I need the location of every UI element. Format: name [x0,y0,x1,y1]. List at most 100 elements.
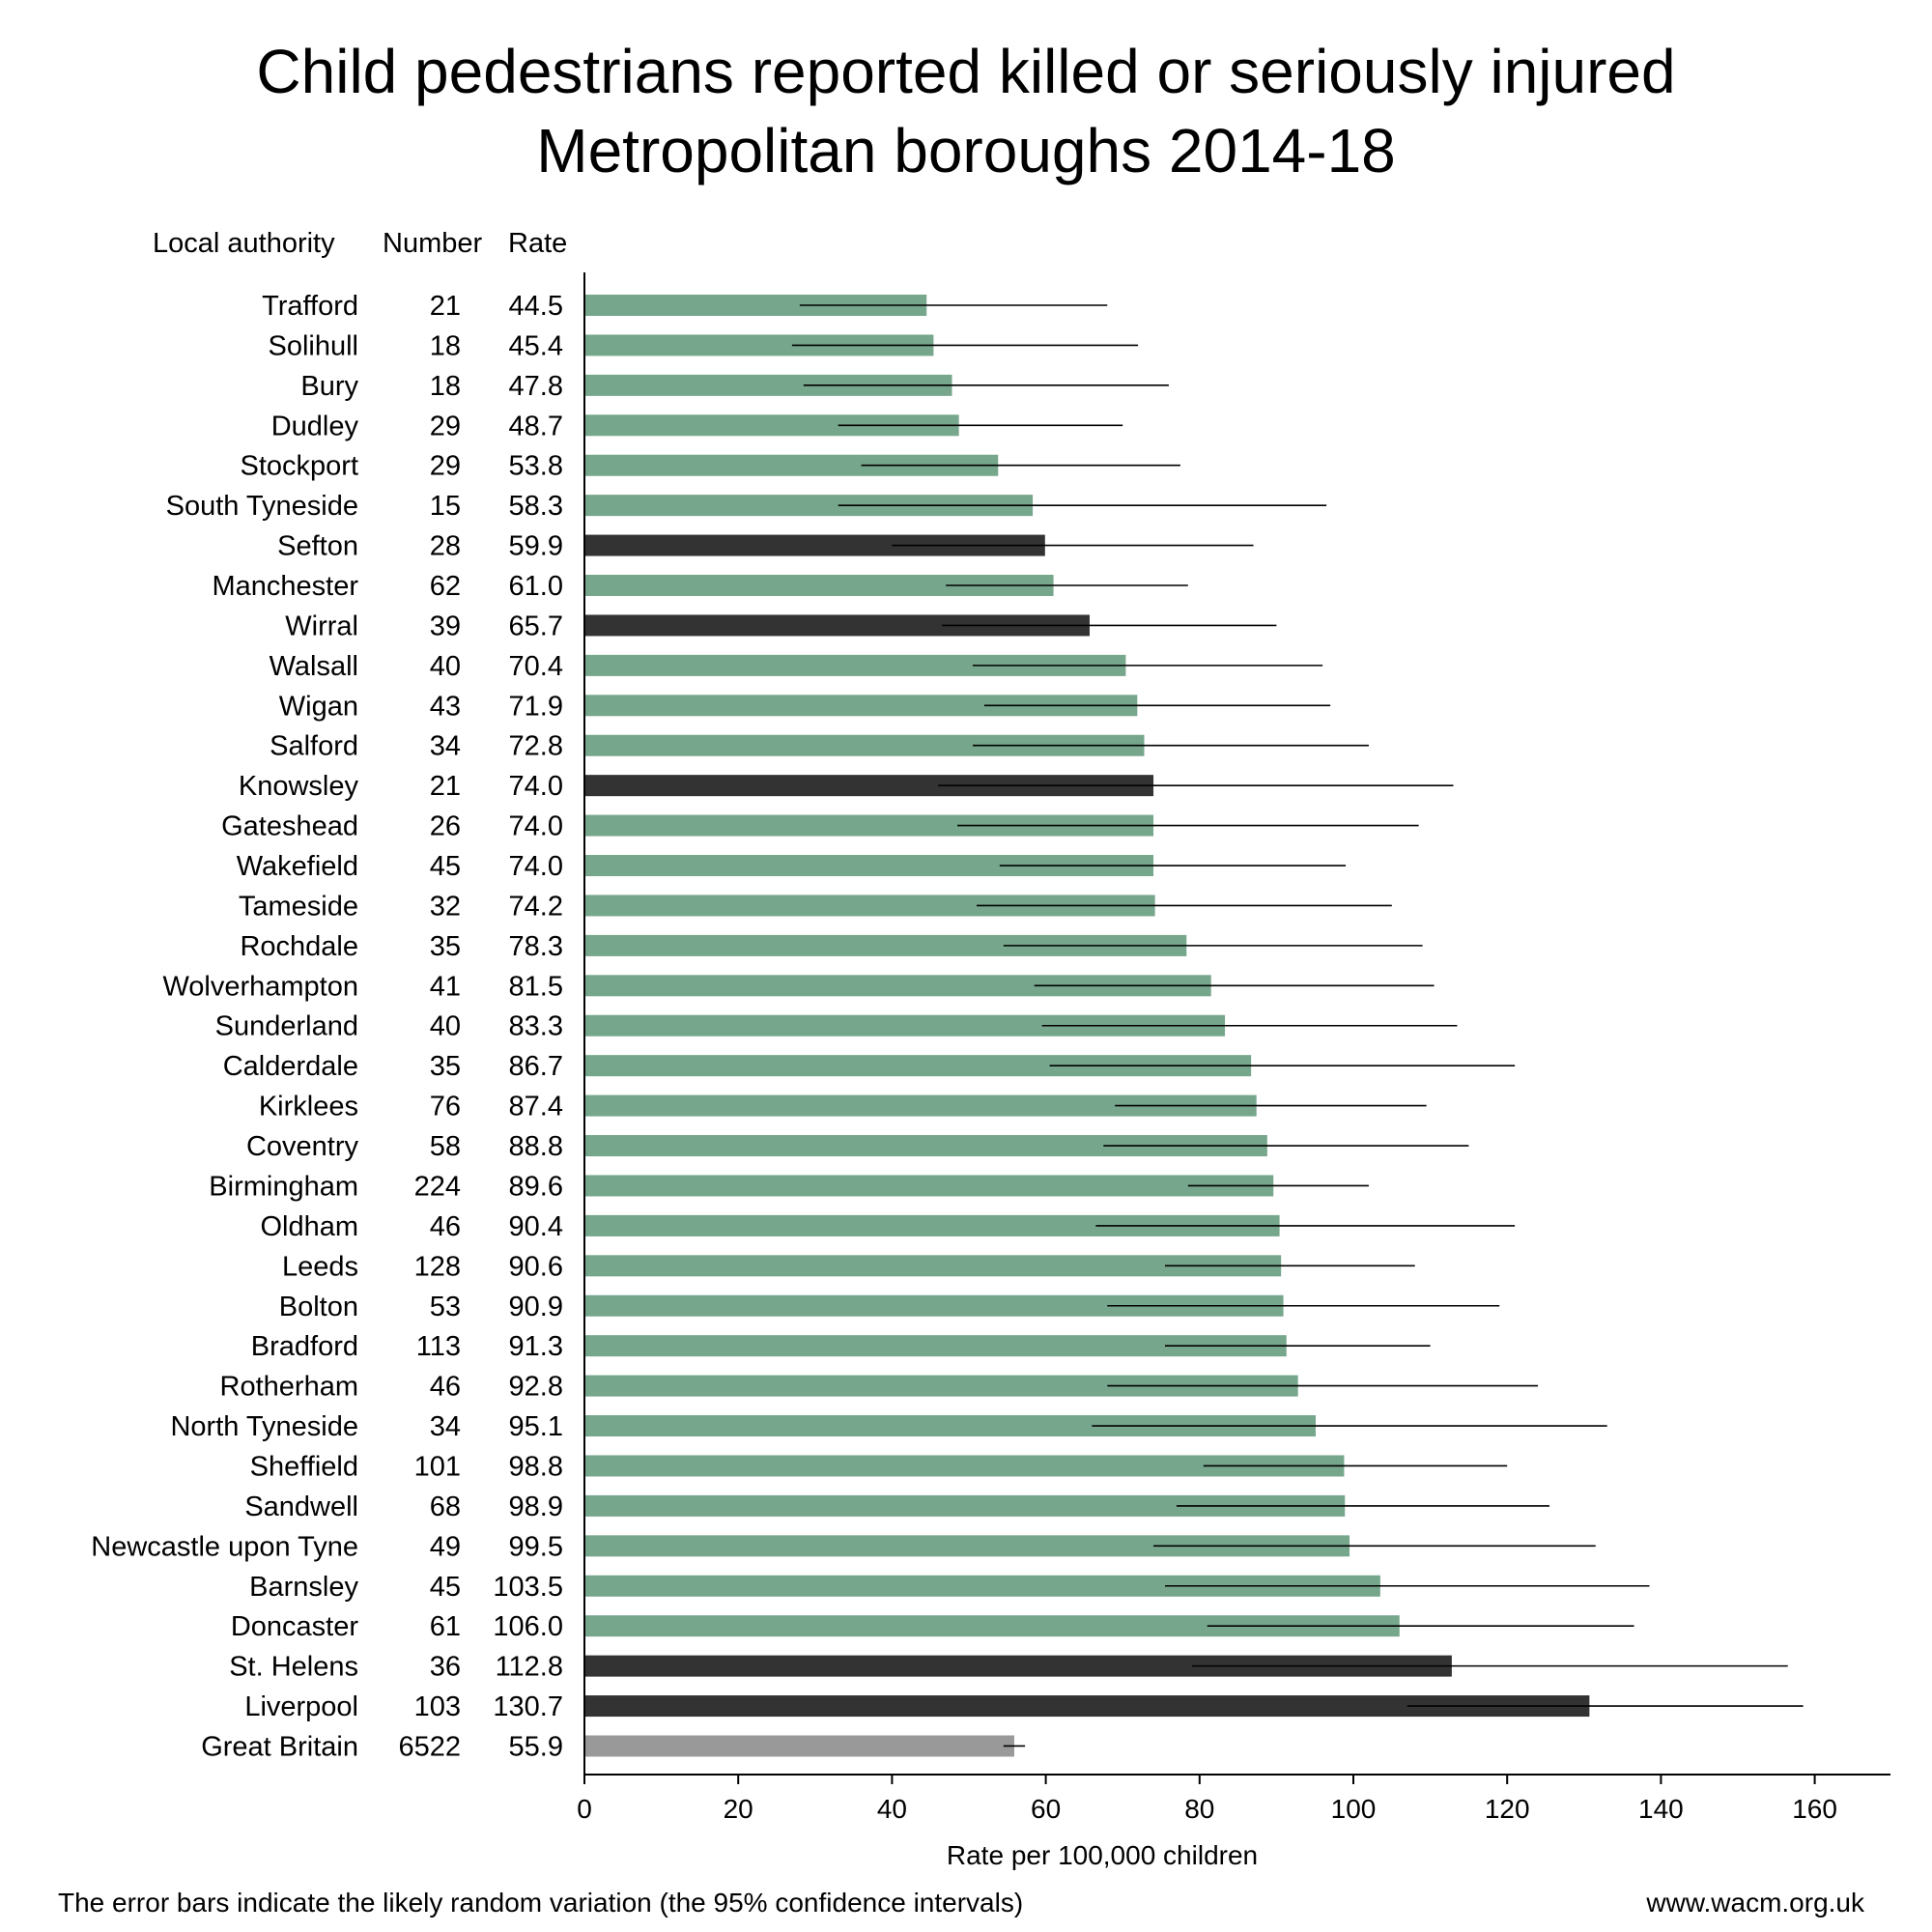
row-label-rate: 91.3 [509,1331,563,1362]
row-label-rate: 92.8 [509,1372,563,1403]
row-label-rate: 95.1 [509,1411,563,1442]
row-label-number: 224 [414,1171,461,1202]
row-label-number: 43 [430,691,461,722]
row-label-authority: Stockport [241,451,359,482]
row-label-number: 6522 [398,1731,461,1762]
row-label-number: 58 [430,1131,461,1162]
row-label-authority: Wolverhampton [162,971,358,1002]
row-label-number: 68 [430,1492,461,1522]
row-label-authority: Wakefield [237,851,358,882]
row-label-number: 39 [430,611,461,641]
row-label-rate: 98.8 [509,1451,563,1482]
x-tick-label: 20 [724,1794,753,1824]
row-label-authority: Liverpool [244,1691,358,1722]
bar [584,1135,1267,1157]
row-label-number: 45 [430,851,461,882]
row-label-number: 41 [430,971,461,1002]
row-label-number: 18 [430,371,461,402]
row-label-rate: 130.7 [493,1691,563,1722]
bar [584,775,1154,797]
row-label-authority: Birmingham [209,1171,358,1202]
row-label-rate: 74.0 [509,851,563,882]
row-label-authority: Knowsley [239,771,359,802]
row-label-number: 128 [414,1251,461,1282]
row-label-rate: 103.5 [493,1572,563,1603]
row-label-rate: 106.0 [493,1611,563,1642]
row-label-rate: 74.0 [509,811,563,842]
bar [584,1735,1014,1757]
bar [584,1014,1226,1037]
bar [584,495,1034,517]
website-credit: www.wacm.org.uk [1646,1888,1864,1918]
footnote: The error bars indicate the likely rando… [58,1888,1024,1918]
row-label-number: 18 [430,330,461,361]
row-label-number: 21 [430,771,461,802]
bar [584,1214,1280,1236]
row-label-authority: Leeds [282,1251,358,1282]
row-label-authority: North Tyneside [170,1411,358,1442]
row-label-authority: Dudley [271,411,359,441]
row-label-number: 61 [430,1611,461,1642]
row-label-rate: 86.7 [509,1051,563,1082]
row-label-number: 29 [430,451,461,482]
row-label-authority: Manchester [212,571,358,602]
row-label-authority: Walsall [270,651,358,682]
row-label-number: 34 [430,1411,461,1442]
chart-title-line1: Child pedestrians reported killed or ser… [256,37,1676,106]
bar [584,1055,1252,1077]
row-label-rate: 58.3 [509,491,563,522]
bar [584,295,927,316]
row-label-rate: 90.4 [509,1211,563,1242]
row-label-rate: 90.9 [509,1292,563,1322]
bar [584,534,1045,556]
row-label-number: 62 [430,571,461,602]
row-label-number: 53 [430,1292,461,1322]
row-label-number: 113 [416,1331,461,1362]
bar [584,1415,1316,1437]
bar [584,695,1138,717]
row-label-authority: Oldham [260,1211,358,1242]
bar [584,454,999,476]
column-header-number: Number [383,228,483,259]
bar [584,1094,1257,1117]
row-label-rate: 48.7 [509,411,563,441]
bar [584,814,1154,837]
bar [584,734,1145,756]
row-label-number: 26 [430,811,461,842]
row-label-authority: Sheffield [250,1451,358,1482]
row-label-number: 21 [430,291,461,322]
row-label-authority: St. Helens [229,1652,358,1683]
row-label-authority: Calderdale [223,1051,358,1082]
row-label-number: 46 [430,1211,461,1242]
bar [584,1655,1452,1677]
bar [584,975,1211,997]
bar [584,1494,1346,1517]
bar [584,614,1090,637]
bar [584,895,1155,917]
bar [584,654,1126,676]
row-label-rate: 88.8 [509,1131,563,1162]
row-label-rate: 78.3 [509,931,563,962]
row-label-rate: 99.5 [509,1531,563,1562]
row-label-authority: Sefton [277,531,358,562]
row-label-rate: 44.5 [509,291,563,322]
row-label-authority: South Tyneside [166,491,358,522]
row-label-authority: Sunderland [215,1011,358,1042]
row-label-authority: Great Britain [201,1731,358,1762]
row-label-authority: Solihull [269,330,359,361]
row-label-rate: 71.9 [509,691,563,722]
row-label-rate: 90.6 [509,1251,563,1282]
row-label-number: 35 [430,931,461,962]
bar [584,1575,1380,1597]
bar [584,1375,1298,1397]
row-label-rate: 83.3 [509,1011,563,1042]
row-label-number: 35 [430,1051,461,1082]
bar [584,1255,1282,1277]
row-label-rate: 112.8 [496,1652,563,1683]
row-label-number: 36 [430,1652,461,1683]
row-label-rate: 98.9 [509,1492,563,1522]
bar [584,855,1154,877]
row-label-rate: 74.0 [509,771,563,802]
bar [584,1535,1350,1557]
row-label-number: 40 [430,1011,461,1042]
